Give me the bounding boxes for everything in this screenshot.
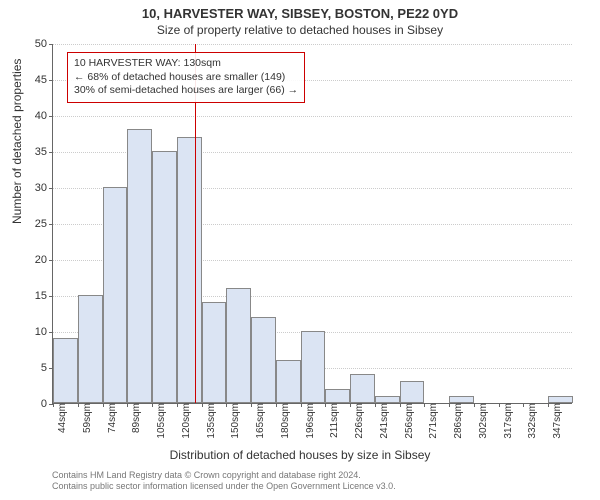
histogram-bar [301,331,326,403]
histogram-bar [276,360,301,403]
histogram-bar [400,381,425,403]
xtick-label: 211sqm [325,403,340,438]
histogram-bar [202,302,227,403]
annotation-line: 10 HARVESTER WAY: 130sqm [74,57,298,71]
ytick-label: 0 [41,398,53,410]
ytick-label: 10 [35,326,53,338]
ytick-label: 35 [35,146,53,158]
ytick-label: 30 [35,182,53,194]
plot-region: 0510152025303540455044sqm59sqm74sqm89sqm… [52,44,572,404]
ytick-label: 40 [35,110,53,122]
page-title: 10, HARVESTER WAY, SIBSEY, BOSTON, PE22 … [0,0,600,21]
annotation-box: 10 HARVESTER WAY: 130sqm← 68% of detache… [67,52,305,103]
histogram-bar [375,396,400,403]
xtick-label: 317sqm [499,403,514,439]
attribution-line: Contains public sector information licen… [52,481,396,492]
xtick-label: 120sqm [177,403,192,439]
y-axis-label: Number of detached properties [10,59,24,224]
xtick-label: 180sqm [276,403,291,439]
histogram-bar [548,396,573,403]
xtick-label: 332sqm [523,403,538,439]
xtick-label: 302sqm [474,403,489,439]
xtick-label: 44sqm [53,403,68,433]
annotation-line: ← 68% of detached houses are smaller (14… [74,71,298,85]
annotation-line: 30% of semi-detached houses are larger (… [74,84,298,98]
histogram-bar [449,396,474,403]
xtick-label: 150sqm [226,403,241,439]
xtick-label: 347sqm [548,403,563,439]
xtick-label: 165sqm [251,403,266,439]
grid-line [53,44,572,45]
xtick-label: 241sqm [375,403,390,439]
grid-line [53,116,572,117]
xtick-label: 271sqm [424,403,439,439]
x-axis-label: Distribution of detached houses by size … [0,448,600,462]
attribution-text: Contains HM Land Registry data © Crown c… [52,470,396,492]
histogram-bar [103,187,128,403]
ytick-label: 15 [35,290,53,302]
page-subtitle: Size of property relative to detached ho… [0,21,600,37]
histogram-bar [152,151,177,403]
ytick-label: 20 [35,254,53,266]
histogram-bar [177,137,202,403]
histogram-bar [226,288,251,403]
ytick-label: 5 [41,362,53,374]
xtick-label: 286sqm [449,403,464,439]
ytick-label: 25 [35,218,53,230]
xtick-label: 74sqm [103,403,118,433]
xtick-label: 256sqm [400,403,415,439]
ytick-label: 45 [35,74,53,86]
xtick-label: 105sqm [152,403,167,439]
xtick-label: 59sqm [78,403,93,433]
attribution-line: Contains HM Land Registry data © Crown c… [52,470,396,481]
xtick-label: 226sqm [350,403,365,439]
histogram-bar [350,374,375,403]
xtick-label: 196sqm [301,403,316,439]
histogram-bar [78,295,103,403]
xtick-label: 135sqm [202,403,217,439]
histogram-chart: 0510152025303540455044sqm59sqm74sqm89sqm… [52,44,572,404]
xtick-label: 89sqm [127,403,142,433]
ytick-label: 50 [35,38,53,50]
histogram-bar [53,338,78,403]
histogram-bar [251,317,276,403]
histogram-bar [127,129,152,403]
histogram-bar [325,389,350,403]
